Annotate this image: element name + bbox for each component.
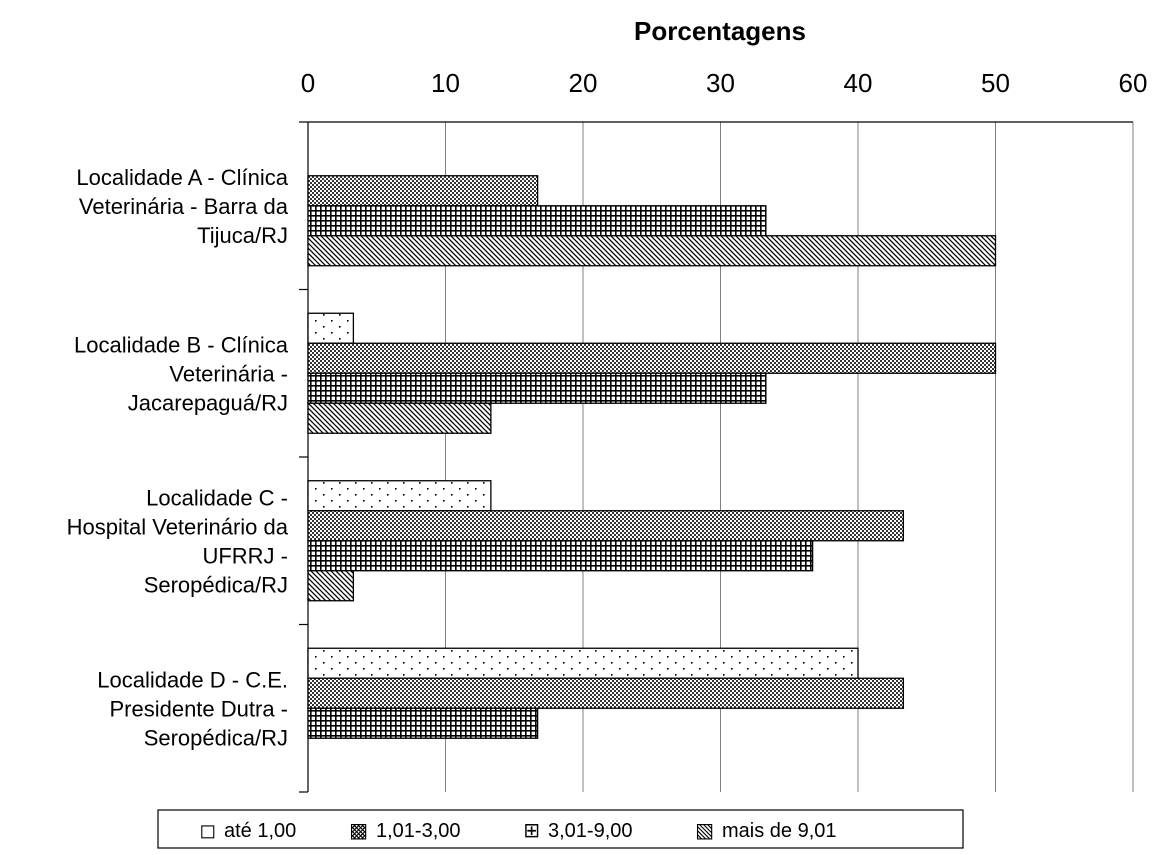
bar xyxy=(307,677,905,709)
category-label: Hospital Veterinário da xyxy=(67,514,289,539)
x-tick-label: 60 xyxy=(1119,68,1148,98)
x-tick-label: 30 xyxy=(706,68,735,98)
bars xyxy=(307,175,997,739)
x-tick-labels: 0 10 20 30 40 50 60 xyxy=(301,68,1148,98)
x-tick-label: 50 xyxy=(981,68,1010,98)
category-labels: Localidade A - Clínica Veterinária - Barr… xyxy=(67,165,289,751)
bar xyxy=(307,570,355,602)
legend-swatch-icon: ◻ xyxy=(199,820,216,842)
legend-box xyxy=(157,809,964,849)
legend-swatch-icon: ▩ xyxy=(349,820,368,842)
bar xyxy=(307,342,997,374)
x-tick-label: 20 xyxy=(569,68,598,98)
bar xyxy=(307,707,539,739)
legend-entry: 1,01-3,00 xyxy=(376,820,461,842)
category-label: Localidade A - Clínica xyxy=(76,165,288,190)
category-label: Localidade C - xyxy=(146,485,288,510)
category-label: Seropédica/RJ xyxy=(144,725,288,750)
category-label: Jacarepaguá/RJ xyxy=(128,390,288,415)
category-label: Presidente Dutra - xyxy=(109,696,288,721)
category-label: Localidade D - C.E. xyxy=(97,667,288,692)
legend-swatch-icon: ▧ xyxy=(695,820,714,842)
x-tick-label: 40 xyxy=(844,68,873,98)
bar xyxy=(307,402,492,434)
bar xyxy=(307,205,767,237)
bar xyxy=(307,175,539,207)
category-label: Tijuca/RJ xyxy=(197,223,288,248)
bar xyxy=(307,235,997,267)
legend-entry: 3,01-9,00 xyxy=(548,820,633,842)
legend-entry: mais de 9,01 xyxy=(722,820,837,842)
bar xyxy=(307,372,767,404)
category-label: Seropédica/RJ xyxy=(144,572,288,597)
category-label: UFRRJ - xyxy=(202,543,288,568)
category-label: Localidade B - Clínica xyxy=(74,332,289,357)
bar xyxy=(307,312,355,344)
bar xyxy=(307,540,814,572)
legend: ◻ até 1,00 ▩ 1,01-3,00 ⊞ 3,01-9,00 ▧ mais de 9,… xyxy=(157,809,964,849)
bar xyxy=(307,647,859,679)
x-axis-title: Porcentagens xyxy=(634,16,806,46)
x-tick-label: 10 xyxy=(431,68,460,98)
x-tick-label: 0 xyxy=(301,68,315,98)
legend-swatch-icon: ⊞ xyxy=(523,820,540,842)
category-label: Veterinária - Barra da xyxy=(79,194,289,219)
legend-entry: até 1,00 xyxy=(224,820,296,842)
category-label: Veterinária - xyxy=(169,361,288,386)
bar xyxy=(307,480,492,512)
bar xyxy=(307,510,905,542)
